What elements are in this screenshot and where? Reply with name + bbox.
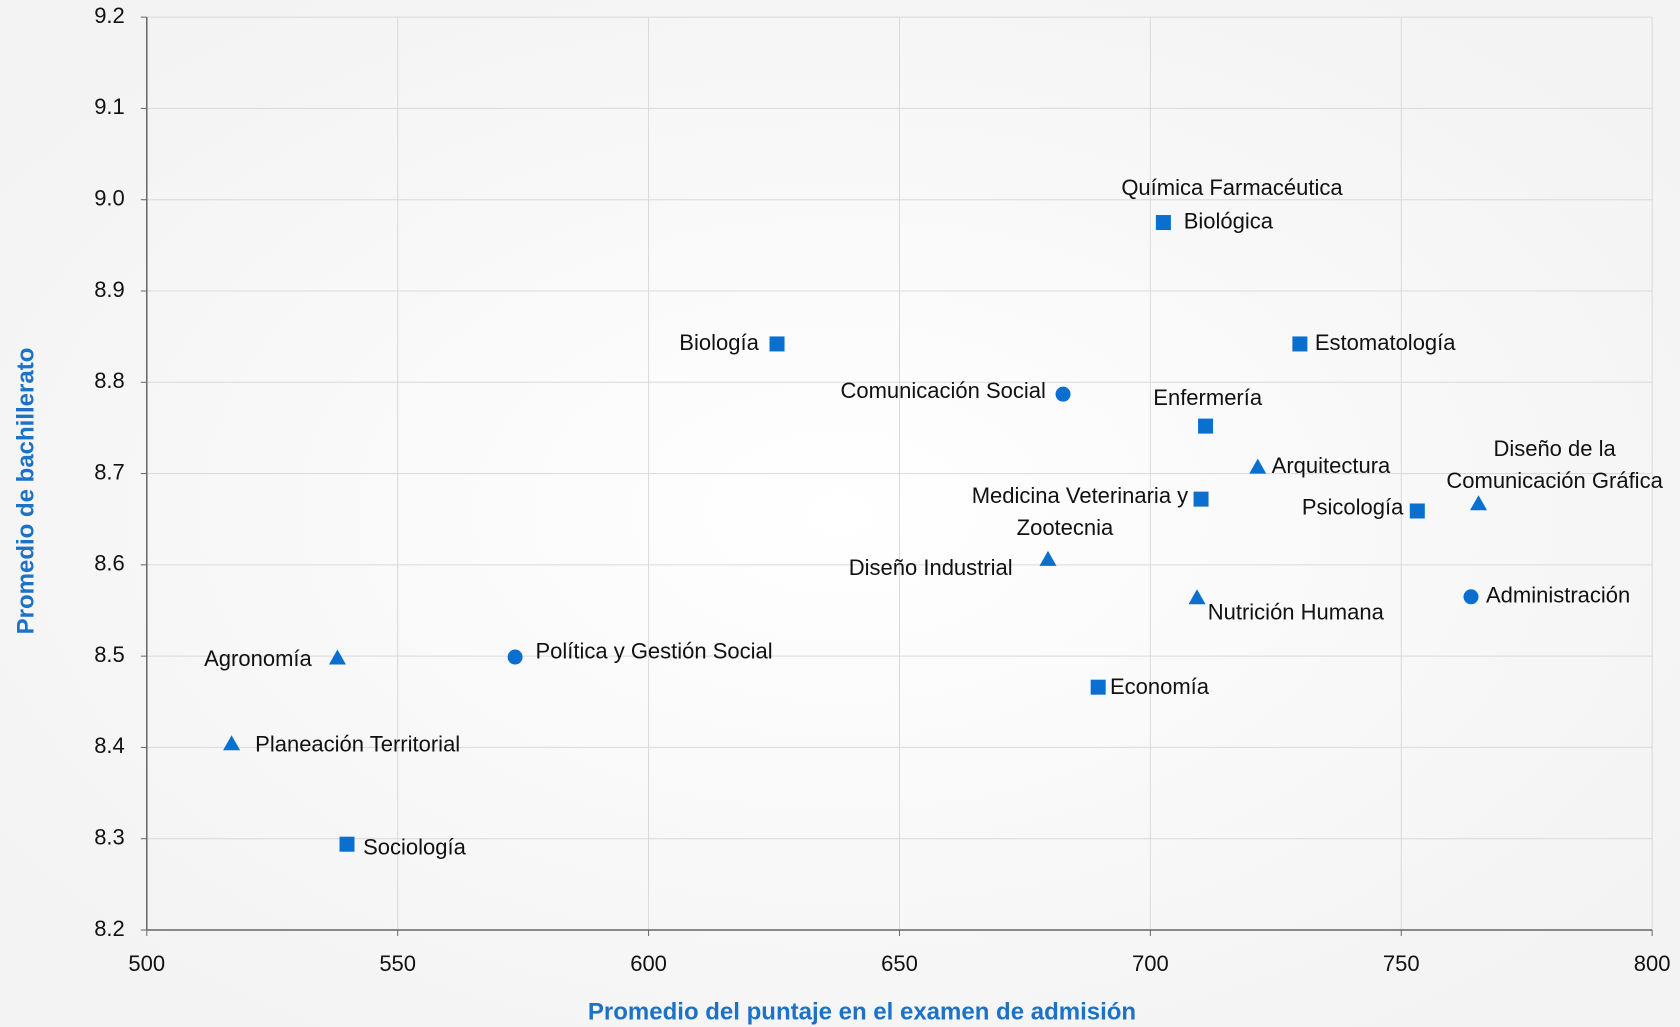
point-triangle [223,735,241,751]
point-triangle [1470,495,1488,511]
point-triangle [1039,550,1057,566]
point-label: Biológica [1184,208,1274,233]
point-square [1090,679,1106,695]
point-label: Sociología [363,834,467,859]
point-label: Nutrición Humana [1208,600,1385,625]
x-axis-title: Promedio del puntaje en el examen de adm… [588,998,1136,1025]
point-label: Psicología [1302,495,1404,520]
point-triangle [1249,458,1267,474]
point-circle [1463,589,1479,605]
x-tick-label: 750 [1383,951,1420,976]
point-label: Agronomía [204,646,312,671]
point-square [1292,336,1308,352]
point-square [1409,503,1425,519]
y-tick-label: 8.5 [94,642,125,667]
y-axis-title: Promedio de bachillerato [12,348,39,635]
point-label: Política y Gestión Social [535,639,772,664]
y-tick-label: 9.1 [94,94,125,119]
point-label: Arquitectura [1272,453,1391,478]
x-tick-label: 550 [379,951,416,976]
point-label: Administración [1486,583,1630,608]
point-label: Medicina Veterinaria y [972,483,1188,508]
x-tick-label: 800 [1634,951,1671,976]
point-circle [507,649,523,665]
x-tick-label: 700 [1132,951,1169,976]
point-label: Química Farmacéutica [1121,175,1343,200]
point-label: Economía [1110,674,1210,699]
point-square [339,836,355,852]
y-tick-label: 8.7 [94,459,125,484]
x-tick-label: 600 [630,951,667,976]
point-label: Diseño de la [1493,436,1616,461]
y-tick-label: 8.6 [94,551,125,576]
point-square [769,336,785,352]
point-triangle [328,649,346,665]
y-tick-label: 8.2 [94,916,125,941]
point-label: Planeación Territorial [255,732,460,757]
point-square [1155,215,1171,231]
y-tick-label: 8.4 [94,733,125,758]
point-triangle [1188,589,1206,605]
point-label: Biología [679,330,759,355]
y-tick-label: 8.8 [94,368,125,393]
point-square [1198,418,1214,434]
point-label: Estomatología [1315,330,1456,355]
point-label: Diseño Industrial [849,555,1013,580]
point-label: Comunicación Gráfica [1446,468,1663,493]
point-circle [1055,386,1071,402]
x-tick-label: 500 [128,951,165,976]
y-tick-label: 9.2 [94,3,125,28]
point-square [1193,491,1209,507]
point-label: Zootecnia [1017,515,1114,540]
point-label: Comunicación Social [840,378,1045,403]
y-tick-label: 9.0 [94,186,125,211]
point-label: Enfermería [1153,385,1263,410]
y-tick-label: 8.9 [94,277,125,302]
x-tick-label: 650 [881,951,918,976]
y-tick-label: 8.3 [94,825,125,850]
